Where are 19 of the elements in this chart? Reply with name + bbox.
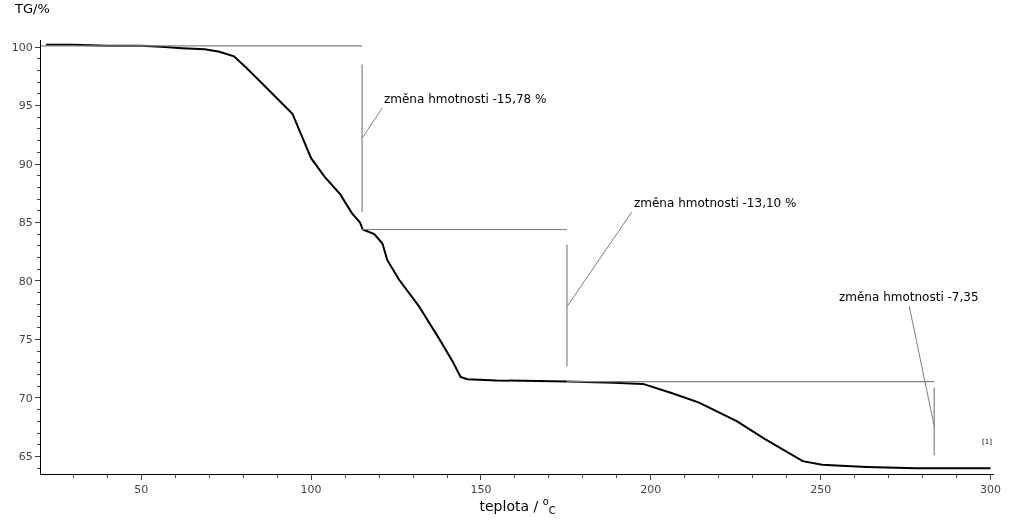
x-tick-label: 200 [640,483,662,497]
x-tick-label: 150 [470,483,492,497]
y-axis-title: TG/% [14,1,50,16]
annotation: změna hmotnosti -13,10 % [634,196,797,210]
y-tick-label: 70 [18,391,33,405]
x-tick-label: 250 [810,483,832,497]
y-tick-label: 75 [18,333,33,347]
x-tick-label: 100 [300,483,322,497]
annotation: změna hmotnosti -7,35 [839,290,979,304]
y-tick-label: 100 [11,40,33,54]
x-tick-label: 300 [980,483,1002,497]
y-tick-label: 65 [18,450,33,464]
y-tick-label: 80 [18,274,33,288]
y-tick-label: 85 [18,216,33,230]
line-series [45,43,992,470]
y-tick-label: 90 [18,157,33,171]
y-tick-label: 95 [18,99,33,113]
annotation: změna hmotnosti -15,78 % [384,92,547,106]
x-tick-label: 50 [134,483,149,497]
